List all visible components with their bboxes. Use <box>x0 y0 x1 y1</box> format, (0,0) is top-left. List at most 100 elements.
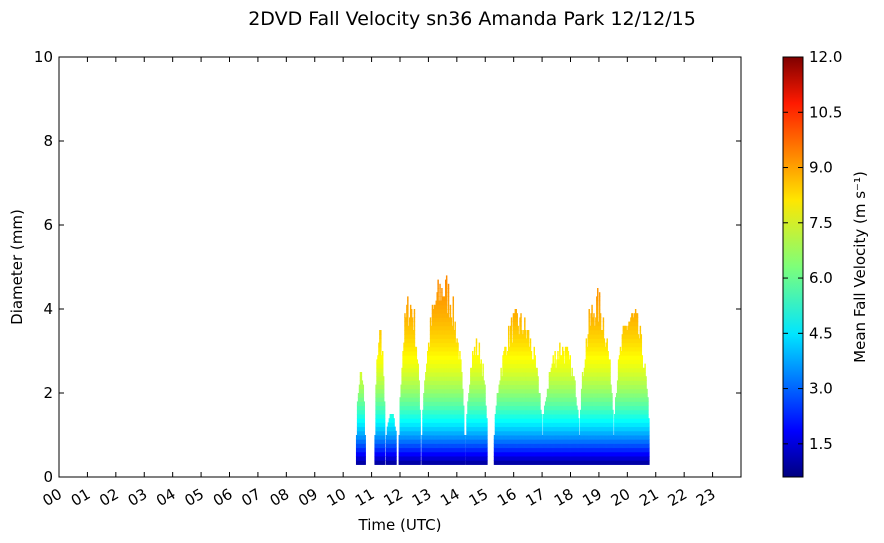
heatmap-cell <box>374 435 376 440</box>
heatmap-cell <box>531 414 534 419</box>
heatmap-cell <box>519 363 521 369</box>
heatmap-cell <box>363 435 365 440</box>
heatmap-cell <box>395 430 397 436</box>
heatmap-cell <box>402 430 404 436</box>
heatmap-cell <box>410 321 413 327</box>
heatmap-cell <box>405 342 407 348</box>
heatmap-cell <box>519 334 521 339</box>
heatmap-cell <box>550 447 553 453</box>
heatmap-cell <box>408 334 411 339</box>
heatmap-cell <box>501 456 503 461</box>
heatmap-cell <box>412 451 415 457</box>
heatmap-cell <box>402 355 404 360</box>
heatmap-cell <box>443 372 445 377</box>
heatmap-cell <box>415 456 418 461</box>
heatmap-cell <box>511 414 514 419</box>
heatmap-cell <box>436 388 438 394</box>
heatmap-cell <box>531 447 534 453</box>
heatmap-cell <box>506 414 508 419</box>
heatmap-cell <box>459 355 461 360</box>
heatmap-cell <box>474 422 477 428</box>
heatmap-cell <box>427 430 430 436</box>
heatmap-cell <box>556 451 558 457</box>
heatmap-cell <box>556 380 558 386</box>
heatmap-cell <box>435 388 437 394</box>
heatmap-cell <box>444 422 446 428</box>
heatmap-cell <box>552 372 554 377</box>
heatmap-cell <box>380 334 382 339</box>
heatmap-cell <box>407 401 409 407</box>
heatmap-cell <box>377 418 379 423</box>
heatmap-cell <box>454 388 456 394</box>
heatmap-cell <box>502 363 504 369</box>
heatmap-cell <box>381 409 383 415</box>
heatmap-cell <box>401 418 403 423</box>
heatmap-cell <box>449 351 452 356</box>
heatmap-cell <box>406 376 408 381</box>
heatmap-cell <box>535 414 537 419</box>
heatmap-cell <box>414 451 417 457</box>
heatmap-cell <box>435 325 437 331</box>
heatmap-cell <box>449 447 452 453</box>
heatmap-cell <box>426 447 428 453</box>
heatmap-cell <box>405 443 407 449</box>
heatmap-cell <box>561 414 564 419</box>
heatmap-cell <box>444 309 447 314</box>
heatmap-cell <box>410 313 413 318</box>
heatmap-cell <box>410 430 413 436</box>
heatmap-cell <box>525 418 528 423</box>
heatmap-cell <box>382 460 385 465</box>
heatmap-cell <box>385 451 388 457</box>
heatmap-cell <box>408 321 411 327</box>
heatmap-cell <box>558 376 560 381</box>
heatmap-cell <box>516 384 518 390</box>
heatmap-cell <box>509 451 512 457</box>
heatmap-cell <box>454 351 456 356</box>
heatmap-cell <box>471 359 474 365</box>
heatmap-cell <box>474 367 477 373</box>
heatmap-cell <box>412 439 415 444</box>
heatmap-cell <box>424 397 426 402</box>
heatmap-cell <box>401 435 403 440</box>
heatmap-cell <box>536 393 538 398</box>
heatmap-cell <box>453 363 455 369</box>
heatmap-cell <box>544 426 547 432</box>
heatmap-cell <box>410 334 413 339</box>
heatmap-cell <box>525 338 527 344</box>
heatmap-cell <box>433 325 436 331</box>
heatmap-cell <box>512 451 515 457</box>
heatmap-cell <box>402 435 404 440</box>
heatmap-cell <box>559 372 561 377</box>
heatmap-cell <box>381 414 383 419</box>
heatmap-cell <box>451 409 454 415</box>
heatmap-cell <box>513 334 516 339</box>
heatmap-cell <box>410 380 413 386</box>
heatmap-cell <box>473 397 476 402</box>
heatmap-cell <box>496 435 499 440</box>
heatmap-cell <box>402 380 404 386</box>
heatmap-cell <box>379 384 381 390</box>
heatmap-cell <box>554 401 556 407</box>
heatmap-cell <box>436 292 438 297</box>
heatmap-cell <box>529 338 532 344</box>
heatmap-cell <box>518 393 520 398</box>
heatmap-cell <box>473 372 476 377</box>
heatmap-cell <box>434 372 437 377</box>
heatmap-cell <box>382 435 385 440</box>
heatmap-cell <box>393 443 395 449</box>
heatmap-cell <box>410 447 413 453</box>
heatmap-cell <box>511 376 514 381</box>
heatmap-cell <box>407 435 409 440</box>
heatmap-cell <box>376 435 378 440</box>
heatmap-cell <box>413 409 416 415</box>
heatmap-cell <box>454 342 456 348</box>
heatmap-cell <box>412 409 415 415</box>
heatmap-cell <box>379 342 381 348</box>
heatmap-cell <box>544 443 547 449</box>
heatmap-cell <box>559 342 561 348</box>
heatmap-cell <box>433 342 436 348</box>
heatmap-cell <box>508 384 511 390</box>
heatmap-cell <box>457 376 459 381</box>
heatmap-cell <box>549 405 552 411</box>
heatmap-cell <box>529 426 532 432</box>
